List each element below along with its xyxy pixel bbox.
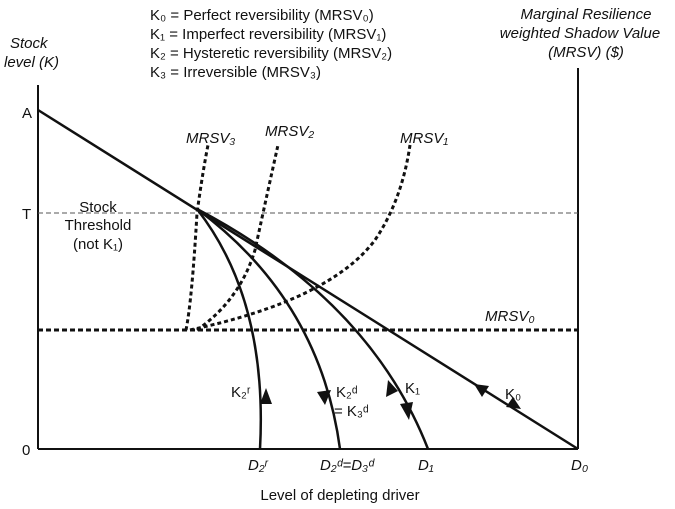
right-axis-title-line3: (MRSV) ($) — [548, 44, 624, 61]
x-axis-title: Level of depleting driver — [260, 487, 419, 504]
y-tick-a: A — [22, 105, 32, 122]
k1-arrow-up — [386, 380, 398, 397]
x-tick-d2r: D₂ʳ — [248, 457, 269, 474]
mrsv3-curve — [184, 144, 210, 331]
k2r-arrow — [260, 388, 272, 404]
right-axis-title-line2: weighted Shadow Value — [500, 25, 660, 42]
label-mrsv2: MRSV₂ — [265, 123, 314, 140]
legend-k2: K₂ = Hysteretic reversibility (MRSV₂) — [150, 45, 392, 62]
threshold-label-line3: (not K₁) — [73, 236, 123, 253]
k2d-curve — [196, 207, 342, 450]
k0-arrow-up — [474, 384, 489, 397]
legend-k0: K₀ = Perfect reversibility (MRSV₀) — [150, 7, 374, 24]
x-tick-d1: D₁ — [418, 457, 434, 474]
threshold-label-line1: Stock — [79, 199, 117, 216]
label-k1: K₁ — [405, 380, 420, 397]
label-mrsv0: MRSV₀ — [485, 308, 535, 325]
k0-arrow-down — [506, 397, 521, 409]
threshold-label-line2: Threshold — [65, 217, 132, 234]
mrsv1-curve — [189, 144, 412, 332]
right-axis-title-line1: Marginal Resilience — [521, 6, 652, 23]
label-k2r: K₂ʳ — [231, 384, 251, 401]
y-axis-title-line1: Stock — [10, 35, 49, 52]
label-k0: K₀ — [505, 386, 521, 403]
label-k3d: = K₃ᵈ — [334, 403, 369, 420]
x-tick-d2d-d3d: D₂ᵈ=D₃ᵈ — [320, 457, 375, 474]
label-mrsv1: MRSV₁ — [400, 130, 448, 147]
x-tick-d0: D₀ — [571, 457, 588, 474]
k2d-arrow — [317, 390, 331, 405]
k2r-curve — [196, 208, 263, 450]
legend-k3: K₃ = Irreversible (MRSV₃) — [150, 64, 321, 81]
label-mrsv3: MRSV₃ — [186, 130, 235, 147]
k0-line — [37, 108, 579, 451]
y-tick-t: T — [22, 206, 31, 223]
y-axis-title-line2: level (K) — [4, 54, 59, 71]
k1-arrow-down — [400, 402, 413, 420]
y-tick-zero: 0 — [22, 442, 30, 459]
mrsv2-curve — [196, 144, 280, 332]
label-k2d: K₂ᵈ — [336, 384, 358, 401]
legend-k1: K₁ = Imperfect reversibility (MRSV₁) — [150, 26, 386, 43]
